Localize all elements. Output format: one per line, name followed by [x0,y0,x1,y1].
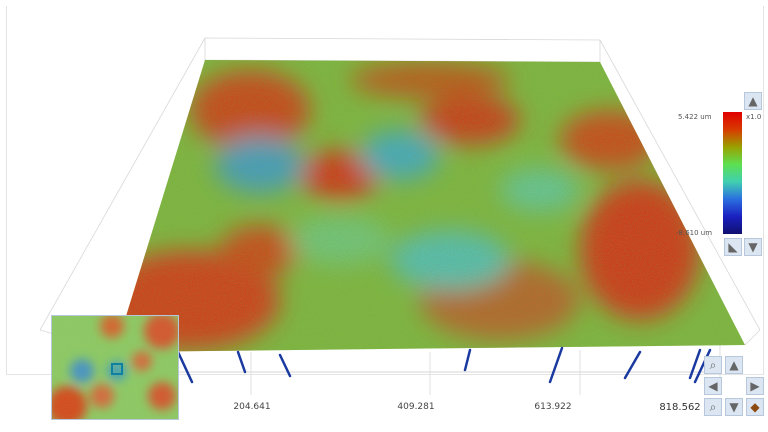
viewport-frame [6,6,764,375]
colorbar-scale-label: x1.0 [746,113,762,121]
pan-down-button[interactable]: ▼ [725,398,743,416]
arrow-up-icon: ▲ [748,94,758,108]
pan-right-button[interactable]: ▶ [746,377,764,395]
x-tick-label: 818.562 [659,402,701,413]
arrow-right-icon: ▶ [750,379,760,393]
arrow-down-icon: ▼ [729,400,739,414]
x-tick-label: 204.641 [233,402,271,412]
reset-view-icon: ◣ [728,240,738,254]
rotate-button[interactable]: ◆ [746,398,764,416]
arrow-down-icon: ▼ [748,240,758,254]
height-map-surface [115,60,745,352]
minimap-viewport-marker [111,363,123,375]
pan-left-button[interactable]: ◀ [704,377,722,395]
surface-spikes [176,346,712,384]
x-tick-label: 613.922 [534,402,572,412]
color-scale-bar [723,112,742,234]
x-tick-label: 409.281 [397,402,435,412]
colorbar-reset-button[interactable]: ◣ [724,238,742,256]
zoom-out-icon: ⌕ [709,400,717,414]
pan-up-button[interactable]: ▲ [725,356,743,374]
zoom-in-icon: ⌕ [709,358,717,372]
colorbar-min-label: -8.610 um [676,229,713,237]
rotate-icon: ◆ [750,400,760,414]
zoom-in-button[interactable]: ⌕ [704,356,722,374]
colorbar-down-button[interactable]: ▼ [744,238,762,256]
arrow-up-icon: ▲ [729,358,739,372]
zoom-out-button[interactable]: ⌕ [704,398,722,416]
arrow-left-icon: ◀ [708,379,718,393]
minimap-overview[interactable] [51,315,179,420]
colorbar-up-button[interactable]: ▲ [744,92,762,110]
colorbar-max-label: 5.422 um [678,113,712,121]
